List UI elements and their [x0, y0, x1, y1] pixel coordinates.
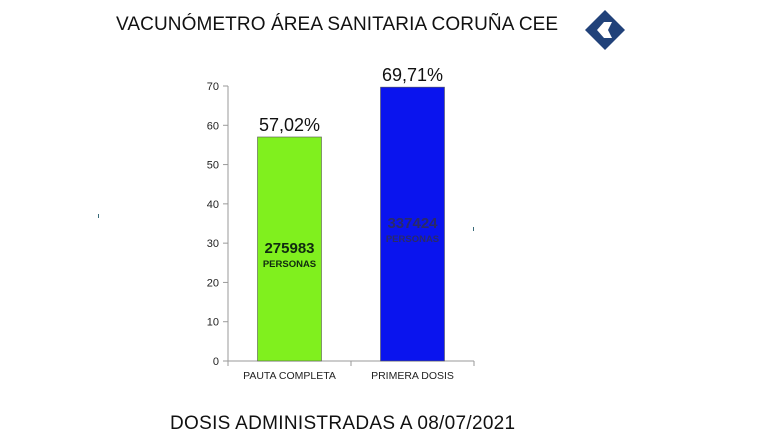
y-tick-label: 60 — [207, 120, 219, 132]
y-tick-label: 40 — [207, 199, 219, 211]
bar — [257, 136, 322, 362]
bar-unit-label: PERSONAS — [386, 234, 439, 245]
x-tick-label: PRIMERA DOSIS — [371, 370, 454, 382]
cadena-ser-logo-icon — [585, 10, 625, 50]
data-label: 69,71% — [382, 65, 443, 85]
y-tick-label: 30 — [207, 238, 219, 250]
footer-date-caption: DOSIS ADMINISTRADAS A 08/07/2021 — [170, 413, 516, 434]
chart-title: VACUNÓMETRO ÁREA SANITARIA CORUÑA CEE — [116, 14, 559, 35]
data-label: 57,02% — [259, 115, 320, 135]
y-tick-label: 70 — [207, 81, 219, 93]
bar-count-label: 337424 — [387, 215, 438, 232]
artifact-mark-left — [98, 214, 99, 218]
y-tick-label: 10 — [207, 317, 219, 329]
bar-count-label: 275983 — [264, 240, 314, 257]
bar-unit-label: PERSONAS — [263, 259, 316, 270]
artifact-mark-right — [473, 227, 474, 231]
y-tick-label: 50 — [207, 160, 219, 172]
bar — [380, 86, 445, 362]
y-tick-label: 20 — [207, 277, 219, 289]
x-tick-label: PAUTA COMPLETA — [243, 370, 336, 382]
y-tick-label: 0 — [213, 356, 219, 368]
